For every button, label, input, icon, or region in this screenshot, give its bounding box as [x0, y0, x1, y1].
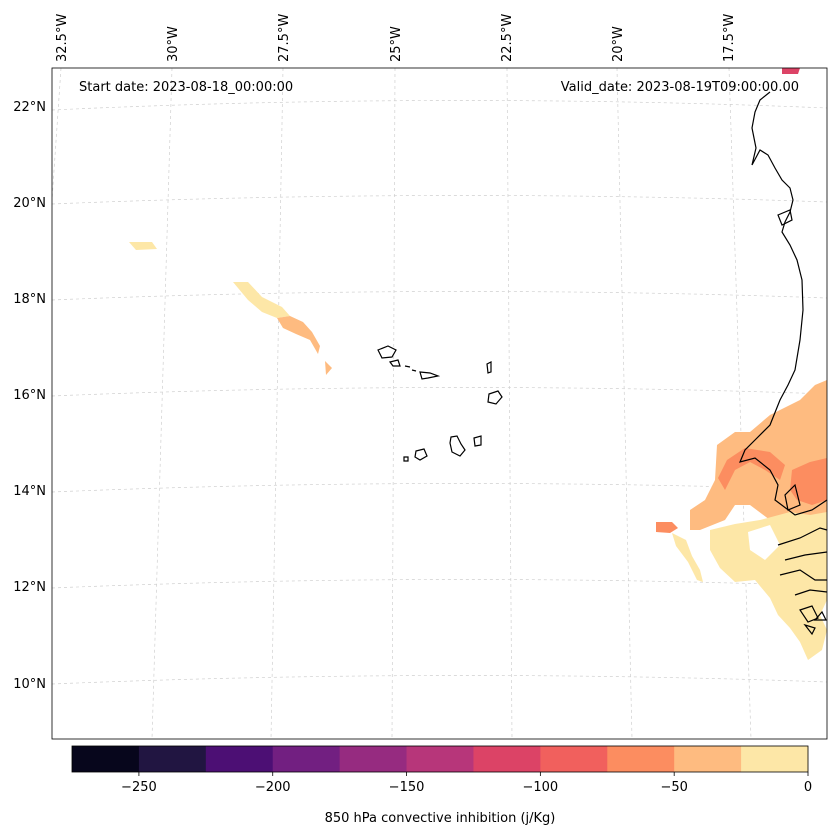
- colorbar-segment: [205, 746, 274, 772]
- island-maio: [473, 435, 482, 447]
- valid-date-label: Valid_date: 2023-08-19T09:00:00.00: [561, 80, 799, 95]
- gridline-lat-20: [51, 195, 828, 205]
- gridline-lat-12: [51, 579, 828, 589]
- cin-gap: [748, 525, 780, 560]
- lat-label: 20°N: [13, 196, 46, 211]
- colorbar-segment: [540, 746, 608, 772]
- gridline-lat-22: [51, 100, 828, 111]
- colorbar-segment: [473, 746, 541, 772]
- gridline-lat-14: [51, 483, 828, 493]
- cape-verde-islands: [377, 345, 503, 462]
- lat-label: 18°N: [13, 292, 46, 307]
- cin-patch-east-yellow: [710, 512, 827, 660]
- coast-river1: [784, 483, 801, 511]
- coast-guinea-bissau: [777, 527, 828, 596]
- island-sao-nicolau: [419, 371, 441, 380]
- lat-label: 14°N: [13, 484, 46, 499]
- island-boa-vista: [487, 390, 503, 405]
- island-sal: [486, 361, 492, 374]
- cin-patch-east-red2: [790, 458, 827, 505]
- island-brava: [403, 456, 409, 462]
- colorbar-frame: [71, 745, 809, 773]
- cin-patch-mid-light: [233, 282, 290, 318]
- coast-bay: [777, 209, 793, 226]
- colorbar-title: 850 hPa convective inhibition (j/Kg): [325, 811, 556, 826]
- lon-label: 27.5°W: [277, 14, 292, 62]
- colorbar-tick-label: −50: [660, 780, 687, 795]
- colorbar-segment: [272, 746, 341, 772]
- colorbar-segment: [138, 746, 207, 772]
- lat-label: 12°N: [13, 580, 46, 595]
- lon-label: 20°W: [611, 26, 626, 62]
- colorbar-tick-label: 0: [804, 780, 812, 795]
- west-africa-coast: [738, 91, 828, 516]
- map-frame: [51, 67, 828, 740]
- colorbar-segment: [339, 746, 408, 772]
- lat-labels: 22°N 20°N 18°N 16°N 14°N 12°N 10°N: [13, 100, 46, 692]
- gridline-lon-22-5: [506, 67, 513, 740]
- colorbar-segment: [406, 746, 474, 772]
- gridline-lon-27-5: [270, 67, 284, 740]
- gridline-lon-17-5: [728, 67, 752, 740]
- gridline-lat-16: [51, 387, 828, 397]
- lat-label: 22°N: [13, 100, 46, 115]
- start-date-label: Start date: 2023-08-18_00:00:00: [79, 80, 293, 95]
- colorbar-ticks: −250 −200 −150 −100 −50 0: [121, 772, 812, 795]
- cin-patch-west: [129, 242, 157, 250]
- map-area: [52, 68, 827, 739]
- cin-patch-top: [782, 68, 800, 74]
- coastlines: [738, 91, 828, 636]
- colorbar-segment: [72, 746, 140, 772]
- colorbar-tick-label: −250: [121, 780, 157, 795]
- lat-label: 10°N: [13, 677, 46, 692]
- island-santa-luzia: [404, 365, 417, 372]
- colorbar-segment: [674, 746, 742, 772]
- colorbar-tick-label: −200: [255, 780, 291, 795]
- gridline-lon-25: [391, 67, 396, 740]
- coast-islands-east: [799, 605, 827, 636]
- lon-label: 30°W: [166, 26, 181, 62]
- lon-label: 25°W: [389, 26, 404, 62]
- island-santiago: [449, 435, 466, 457]
- graticule: [51, 67, 828, 740]
- lon-label: 32.5°W: [55, 14, 70, 62]
- colorbar: [72, 746, 809, 772]
- gridline-lat-10: [51, 675, 828, 685]
- colorbar-segment: [741, 746, 809, 772]
- colorbar-tick-label: −100: [523, 780, 559, 795]
- cin-patch-mid-orange: [277, 316, 320, 354]
- colorbar-tick-label: −150: [389, 780, 425, 795]
- gridline-lon-20: [616, 67, 633, 740]
- cin-patch-east-red3: [656, 522, 678, 533]
- lon-label: 17.5°W: [722, 14, 737, 62]
- island-fogo: [414, 448, 428, 461]
- cin-patch-small: [325, 361, 332, 375]
- gridline-lat-18: [51, 291, 828, 301]
- cin-patch-east-red1: [718, 448, 785, 490]
- island-santo-antao: [377, 345, 397, 359]
- gridline-lon-30: [151, 67, 173, 740]
- lat-label: 16°N: [13, 388, 46, 403]
- cin-patch-east-yellow2: [672, 533, 703, 582]
- gridline-lon-32-5: [51, 67, 62, 201]
- lon-labels: 32.5°W 30°W 27.5°W 25°W 22.5°W 20°W 17.5…: [55, 14, 737, 62]
- island-sao-vicente: [388, 359, 401, 367]
- lon-label: 22.5°W: [500, 14, 515, 62]
- cin-contours: [129, 68, 827, 660]
- colorbar-segment: [607, 746, 675, 772]
